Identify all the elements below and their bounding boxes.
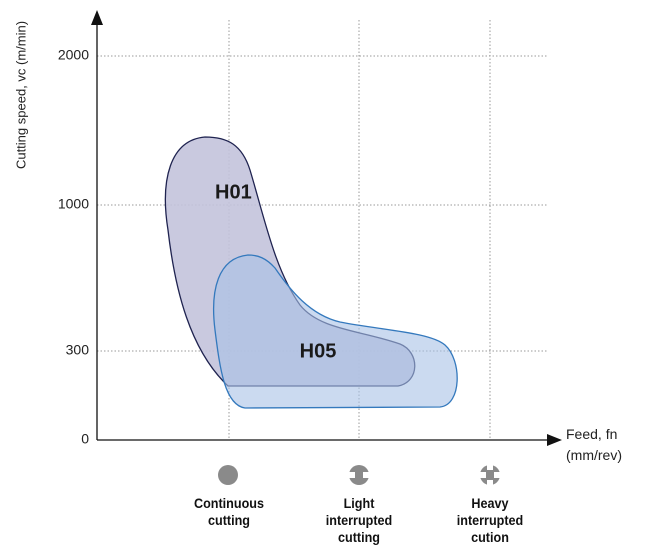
icon-heavy — [480, 465, 500, 485]
y-tick-label: 1000 — [58, 196, 89, 212]
region-h05 — [212, 254, 458, 409]
y-tick-label: 300 — [66, 342, 90, 358]
x-tick-label: Continuous cutting — [193, 495, 264, 528]
y-axis-label: Cutting speed, vc (m/min) — [13, 21, 28, 169]
icon-light — [349, 465, 369, 485]
x-tick-label: Light interrupted cutting — [325, 495, 393, 545]
icon-continuous — [218, 465, 238, 485]
y-tick-label: 0 — [81, 431, 89, 447]
x-arrow — [547, 434, 562, 446]
y-tick-label: 2000 — [58, 47, 89, 63]
x-tick-label: Heavy interrupted cution — [456, 495, 524, 545]
regions — [164, 136, 458, 409]
region-label: H01 — [215, 181, 252, 203]
region-label: H05 — [300, 340, 337, 362]
x-axis-label: Feed, fn (mm/rev) — [566, 426, 622, 463]
y-arrow — [91, 10, 103, 25]
